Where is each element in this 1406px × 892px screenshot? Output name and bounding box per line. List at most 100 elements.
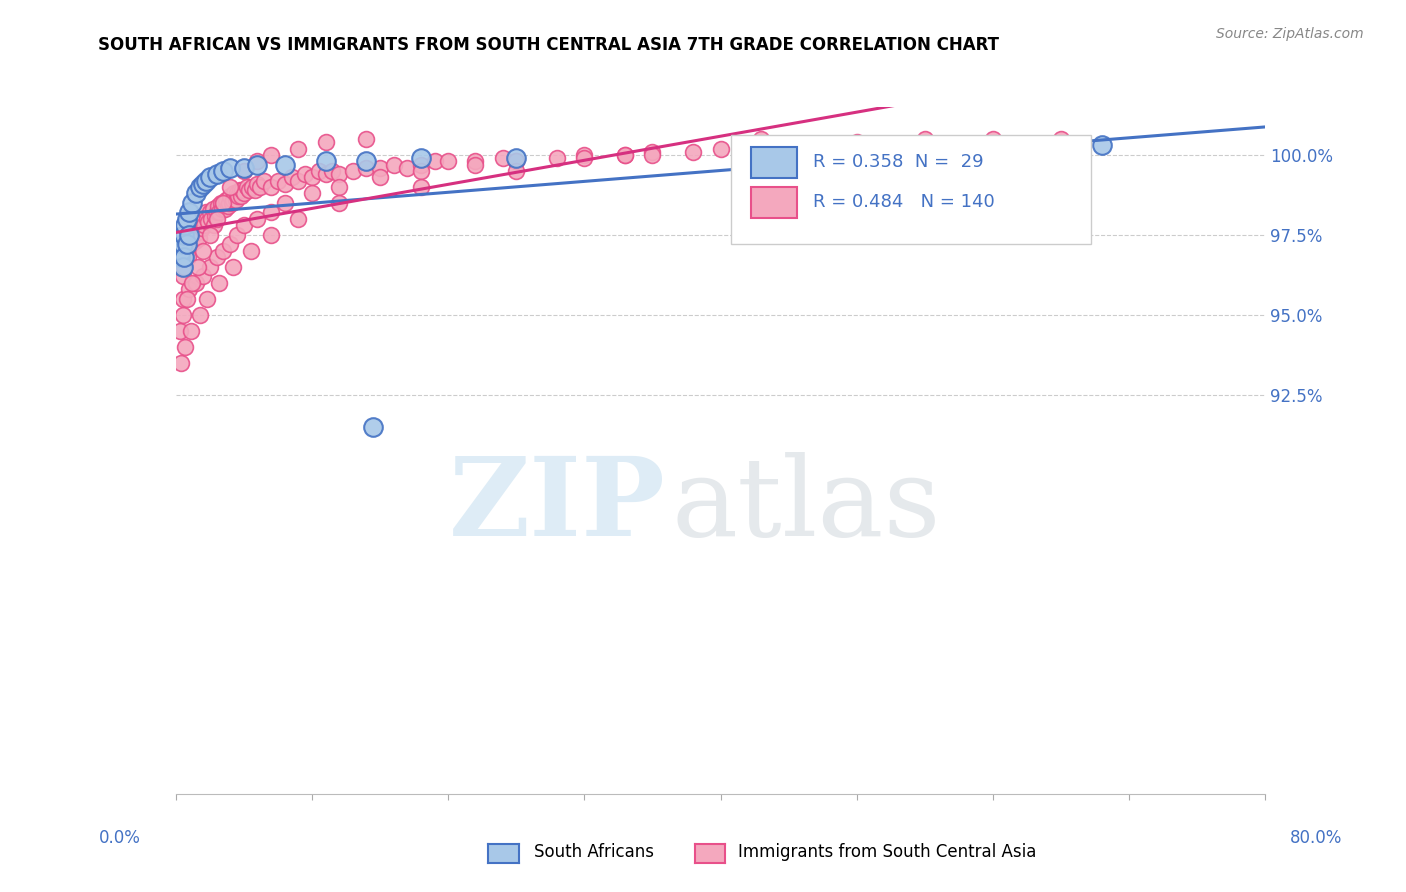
Point [218,195,240,210]
Point [356,154,378,169]
Point [240,180,263,194]
Point [260,180,283,194]
Point [180,324,202,338]
Point [274,195,297,210]
Point [328,195,350,210]
Point [198,227,221,242]
Point [204,209,226,223]
Text: 0.0%: 0.0% [98,830,141,847]
Point [492,151,515,165]
Point [328,180,350,194]
Point [682,145,704,159]
Point [232,161,254,175]
Point [231,189,253,203]
Point [267,173,290,187]
Point [574,151,596,165]
Point [315,154,337,169]
Point [205,250,228,264]
Point [294,167,316,181]
Point [778,138,800,153]
Point [274,157,297,171]
Point [232,186,254,201]
Point [169,250,191,264]
Point [212,164,235,178]
Point [368,161,391,175]
Point [188,215,211,229]
Point [202,219,225,233]
Point [173,227,195,242]
Point [179,282,201,296]
Point [205,205,228,219]
Point [222,193,245,207]
Point [231,183,253,197]
Point [221,195,243,210]
Text: Immigrants from South Central Asia: Immigrants from South Central Asia [738,843,1036,861]
Point [208,276,231,290]
Point [505,154,527,169]
Point [356,161,378,175]
Point [198,170,221,185]
Point [574,148,596,162]
Point [176,237,198,252]
Point [179,205,201,219]
Point [219,180,242,194]
Text: 80.0%: 80.0% [1291,830,1343,847]
Point [191,211,214,226]
Point [170,356,193,370]
Point [243,183,266,197]
Point [1050,132,1073,146]
Point [191,269,214,284]
Point [409,157,432,171]
Point [186,186,208,201]
Point [173,260,195,274]
Point [205,167,228,181]
Point [368,170,391,185]
Point [914,132,936,146]
Point [246,154,269,169]
Point [208,205,231,219]
Point [186,276,208,290]
Point [751,132,773,146]
FancyBboxPatch shape [751,186,797,219]
Point [195,211,218,226]
Text: SOUTH AFRICAN VS IMMIGRANTS FROM SOUTH CENTRAL ASIA 7TH GRADE CORRELATION CHART: SOUTH AFRICAN VS IMMIGRANTS FROM SOUTH C… [98,36,1000,54]
Point [181,195,204,210]
Point [184,234,207,248]
Point [172,292,194,306]
Point [172,308,194,322]
Point [751,142,773,156]
Point [260,205,283,219]
Point [186,219,208,233]
Point [274,177,297,191]
Point [187,231,209,245]
Point [249,180,271,194]
Point [342,164,364,178]
Point [190,221,212,235]
Point [246,157,269,171]
Point [246,211,269,226]
Point [219,237,242,252]
Point [287,173,309,187]
Point [176,292,198,306]
Point [215,193,238,207]
Point [845,135,868,149]
Point [232,219,254,233]
Point [194,173,217,187]
Point [212,195,235,210]
Point [194,205,217,219]
FancyBboxPatch shape [751,147,797,178]
Point [315,135,337,149]
Point [614,148,637,162]
Text: South Africans: South Africans [534,843,654,861]
Point [186,225,209,239]
Point [409,180,432,194]
Point [201,202,224,217]
Point [321,164,343,178]
Point [464,154,486,169]
Point [169,250,191,264]
Point [219,189,242,203]
Point [301,186,323,201]
Point [328,167,350,181]
Point [505,154,527,169]
Point [197,215,219,229]
